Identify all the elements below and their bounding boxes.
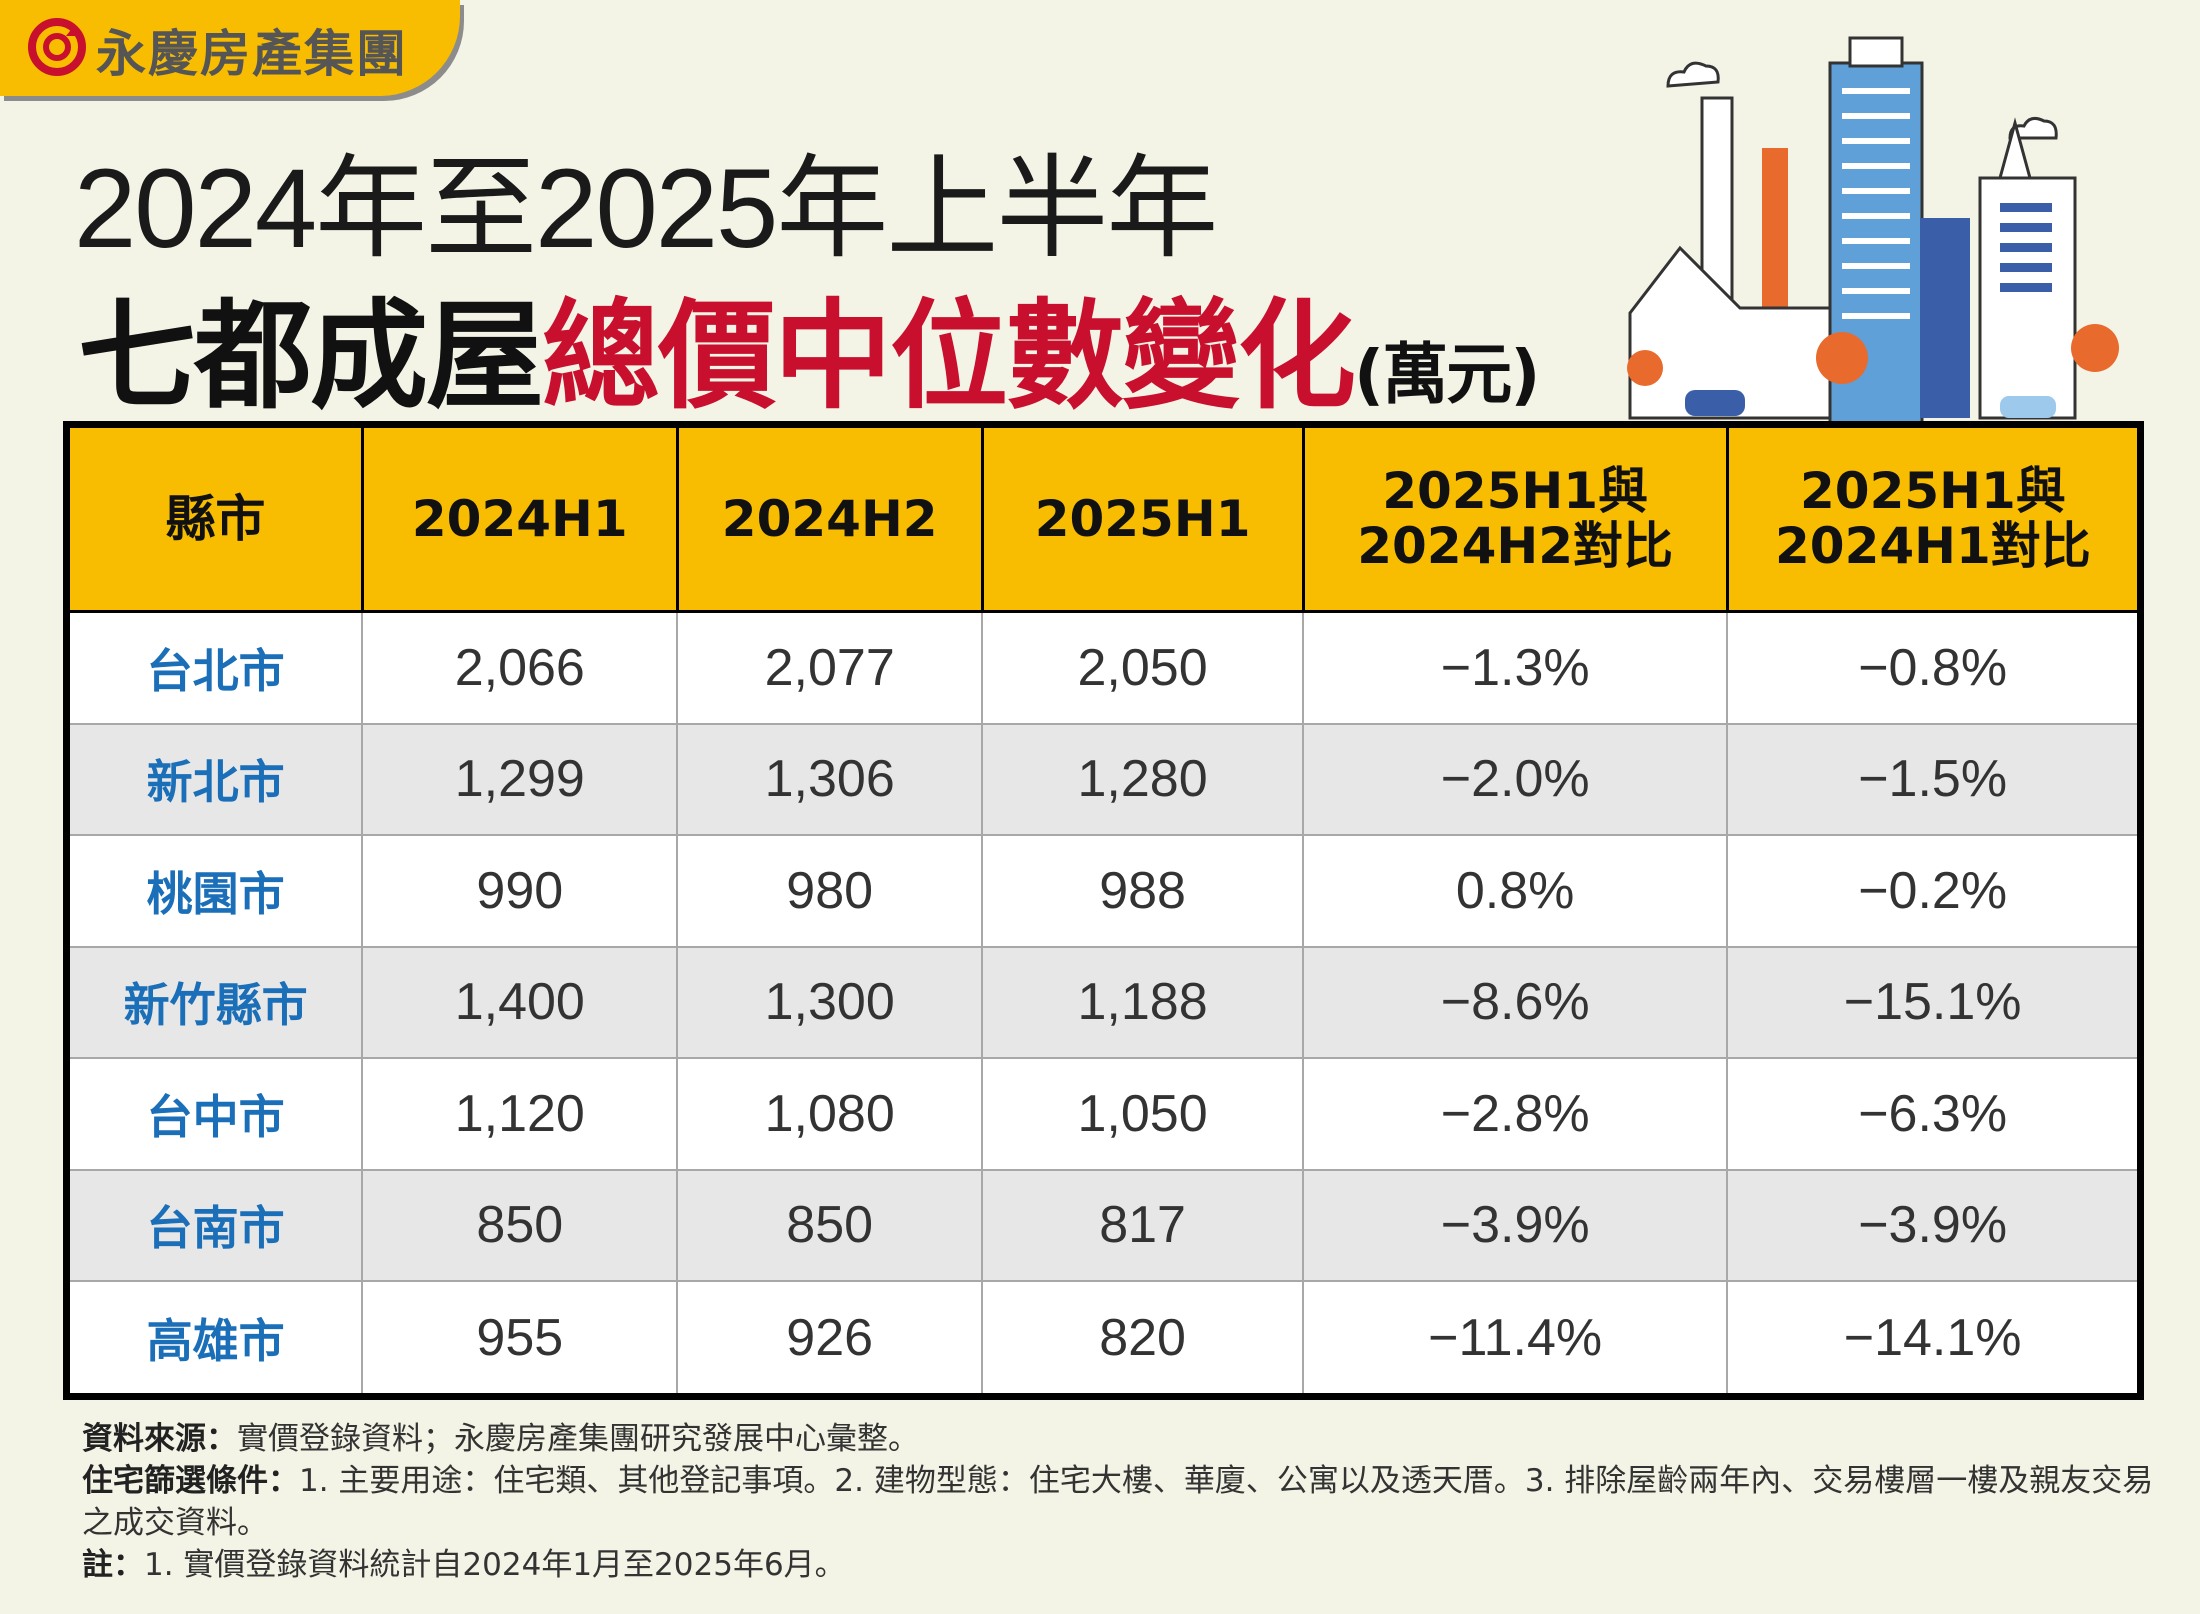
date-note: 註：1. 實價登錄資料統計自2024年1月至2025年6月。 xyxy=(82,1547,846,1583)
value-cell: −14.1% xyxy=(1726,1280,2142,1398)
value-cell: −3.9% xyxy=(1726,1168,2142,1283)
table-row: 台北市 2,066 2,077 2,050 −1.3% −0.8% xyxy=(65,610,2142,725)
table-header-row: 縣市 2024H1 2024H2 2025H1 2025H1與 2024H2對比… xyxy=(65,423,2143,613)
value-cell: −3.9% xyxy=(1302,1168,1729,1283)
value-cell: 955 xyxy=(361,1280,679,1398)
value-cell: 2,066 xyxy=(361,610,679,725)
column-header: 2025H1與 2024H1對比 xyxy=(1725,423,2143,613)
city-skyline-illustration xyxy=(1627,36,2119,423)
value-cell: 1,050 xyxy=(981,1057,1305,1171)
title-red: 總價中位數變化 xyxy=(542,287,1356,425)
value-cell: 2,050 xyxy=(981,610,1305,725)
value-cell: −6.3% xyxy=(1726,1057,2142,1171)
value-cell: 1,306 xyxy=(676,722,984,837)
table-row: 台南市 850 850 817 −3.9% −3.9% xyxy=(65,1168,2142,1283)
table-row: 新竹縣市 1,400 1,300 1,188 −8.6% −15.1% xyxy=(65,945,2142,1060)
value-cell: −2.0% xyxy=(1302,722,1729,837)
title-line-1: 2024年至2025年上半年 xyxy=(74,146,1218,271)
value-cell: 988 xyxy=(981,834,1305,948)
city-cell: 台南市 xyxy=(65,1168,364,1283)
filter-note: 住宅篩選條件：1. 主要用途：住宅類、其他登記事項。2. 建物型態：住宅大樓、華… xyxy=(82,1463,2154,1541)
value-cell: 820 xyxy=(981,1280,1305,1398)
value-cell: 1,188 xyxy=(981,945,1305,1060)
column-header: 2025H1與 2024H2對比 xyxy=(1301,423,1729,613)
value-cell: −0.8% xyxy=(1726,610,2142,725)
value-cell: −2.8% xyxy=(1302,1057,1729,1171)
brand-name: 永慶房產集團 xyxy=(96,25,408,83)
brand-banner: 永慶房產集團 xyxy=(0,0,460,96)
title-unit: (萬元) xyxy=(1354,336,1540,413)
column-header: 2025H1 xyxy=(980,423,1305,613)
table-row: 高雄市 955 926 820 −11.4% −14.1% xyxy=(65,1280,2142,1398)
city-cell: 桃園市 xyxy=(65,834,364,948)
value-cell: −1.5% xyxy=(1726,722,2142,837)
value-cell: 990 xyxy=(361,834,679,948)
value-cell: 2,077 xyxy=(676,610,984,725)
table-row: 新北市 1,299 1,306 1,280 −2.0% −1.5% xyxy=(65,722,2142,837)
city-cell: 新竹縣市 xyxy=(65,945,364,1060)
value-cell: 1,300 xyxy=(676,945,984,1060)
value-cell: 1,400 xyxy=(361,945,679,1060)
value-cell: −1.3% xyxy=(1302,610,1729,725)
value-cell: 850 xyxy=(361,1168,679,1283)
value-cell: 1,120 xyxy=(361,1057,679,1171)
value-cell: 817 xyxy=(981,1168,1305,1283)
column-header: 2024H2 xyxy=(675,423,984,613)
source-note: 資料來源：實價登錄資料；永慶房產集團研究發展中心彙整。 xyxy=(82,1421,919,1457)
column-header: 縣市 xyxy=(65,423,364,613)
city-cell: 新北市 xyxy=(65,722,364,837)
table-row: 桃園市 990 980 988 0.8% −0.2% xyxy=(65,834,2142,948)
circular-arrow-logo-icon xyxy=(28,18,86,76)
value-cell: −11.4% xyxy=(1302,1280,1729,1398)
footnotes: 資料來源：實價登錄資料；永慶房產集團研究發展中心彙整。 住宅篩選條件：1. 主要… xyxy=(82,1418,2162,1586)
column-header: 2024H1 xyxy=(360,423,679,613)
value-cell: −15.1% xyxy=(1726,945,2142,1060)
value-cell: 0.8% xyxy=(1302,834,1729,948)
title-line-2: 七都成屋總價中位數變化(萬元) xyxy=(78,260,1540,431)
value-cell: 926 xyxy=(676,1280,984,1398)
city-cell: 台中市 xyxy=(65,1057,364,1171)
title-black: 七都成屋 xyxy=(78,287,544,425)
city-cell: 台北市 xyxy=(65,610,364,725)
value-cell: −8.6% xyxy=(1302,945,1729,1060)
price-table: 縣市 2024H1 2024H2 2025H1 2025H1與 2024H2對比… xyxy=(63,421,2144,1400)
value-cell: 1,280 xyxy=(981,722,1305,837)
value-cell: 980 xyxy=(676,834,984,948)
city-cell: 高雄市 xyxy=(65,1280,364,1398)
value-cell: 850 xyxy=(676,1168,984,1283)
value-cell: 1,080 xyxy=(676,1057,984,1171)
value-cell: 1,299 xyxy=(361,722,679,837)
value-cell: −0.2% xyxy=(1726,834,2142,948)
table-row: 台中市 1,120 1,080 1,050 −2.8% −6.3% xyxy=(65,1057,2142,1171)
